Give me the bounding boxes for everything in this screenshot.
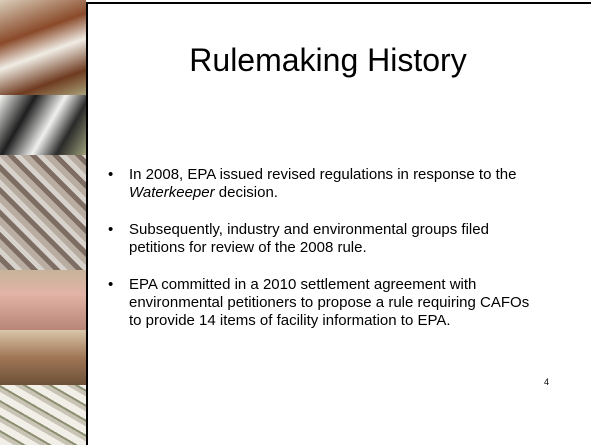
slide-title: Rulemaking History — [88, 42, 568, 79]
slide: Rulemaking History In 2008, EPA issued r… — [0, 0, 591, 445]
page-number: 4 — [544, 377, 549, 387]
bullet-text: decision. — [215, 184, 278, 201]
divider-horizontal — [86, 2, 591, 4]
bullet-list: In 2008, EPA issued revised regulations … — [104, 166, 544, 349]
bullet: Subsequently, industry and environmental… — [104, 221, 544, 257]
bullet-text: EPA committed in a 2010 settlement agree… — [129, 276, 529, 329]
bullet-text: Subsequently, industry and environmental… — [129, 221, 489, 256]
italic-text: Waterkeeper — [129, 184, 215, 201]
animal-photo-strip — [0, 0, 86, 445]
bullet: In 2008, EPA issued revised regulations … — [104, 166, 544, 202]
bullet: EPA committed in a 2010 settlement agree… — [104, 276, 544, 330]
bullet-text: In 2008, EPA issued revised regulations … — [129, 166, 516, 183]
